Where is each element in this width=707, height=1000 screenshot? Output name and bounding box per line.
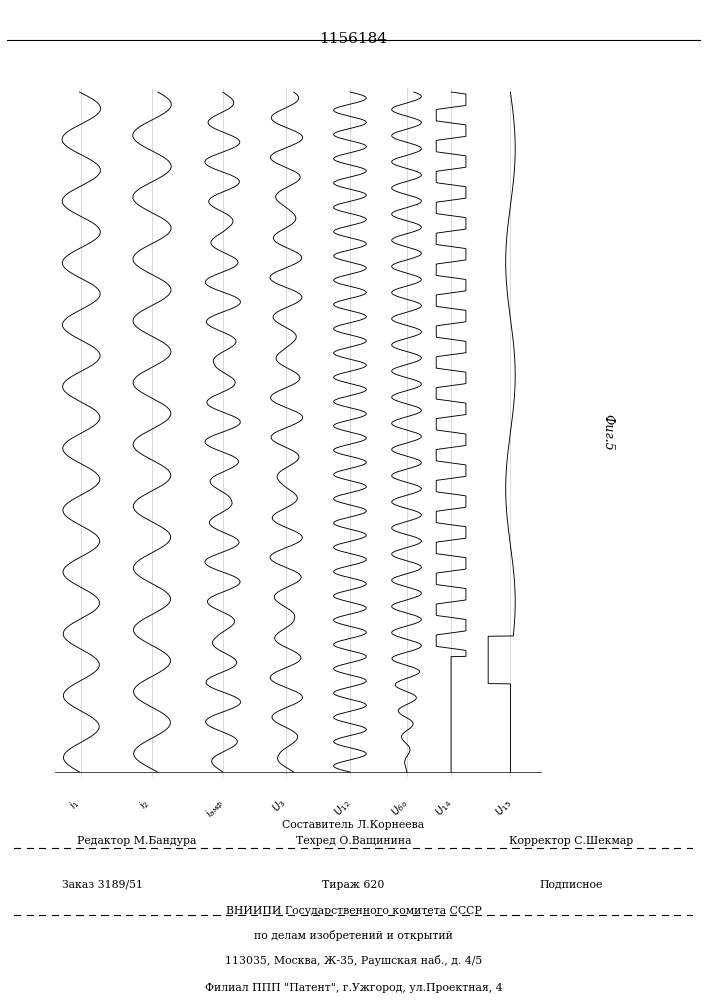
Text: Филиал ППП "Патент", г.Ужгород, ул.Проектная, 4: Филиал ППП "Патент", г.Ужгород, ул.Проек… <box>205 983 502 993</box>
Text: по делам изобретений и открытий: по делам изобретений и открытий <box>254 930 453 941</box>
Text: $i_{{амф}}$: $i_{{амф}}$ <box>204 796 228 821</box>
Text: Корректор С.Шекмар: Корректор С.Шекмар <box>508 836 633 846</box>
Text: ВНИИПИ Государственного комитета СССР: ВНИИПИ Государственного комитета СССР <box>226 906 481 916</box>
Text: $U_3$: $U_3$ <box>269 796 289 815</box>
Text: Техред О.Ващинина: Техред О.Ващинина <box>296 836 411 846</box>
Text: 1156184: 1156184 <box>320 32 387 46</box>
Text: $U_{{бо}}$: $U_{{бо}}$ <box>388 796 411 819</box>
Text: $U_{{14}}$: $U_{{14}}$ <box>433 796 455 819</box>
Text: $U_{{15}}$: $U_{{15}}$ <box>492 796 515 819</box>
Text: $i_1$: $i_1$ <box>66 796 83 812</box>
Text: Редактор М.Бандура: Редактор М.Бандура <box>76 836 196 846</box>
Text: 113035, Москва, Ж-35, Раушская наб., д. 4/5: 113035, Москва, Ж-35, Раушская наб., д. … <box>225 955 482 966</box>
Text: Тираж 620: Тираж 620 <box>322 880 385 890</box>
Text: Подписное: Подписное <box>539 880 602 890</box>
Text: $U_{{12}}$: $U_{{12}}$ <box>332 796 354 819</box>
Text: Составитель Л.Корнеева: Составитель Л.Корнеева <box>282 820 425 830</box>
Text: $i_2$: $i_2$ <box>137 796 153 812</box>
Text: Фиг.5: Фиг.5 <box>602 414 614 450</box>
Text: Заказ 3189/51: Заказ 3189/51 <box>62 880 143 890</box>
